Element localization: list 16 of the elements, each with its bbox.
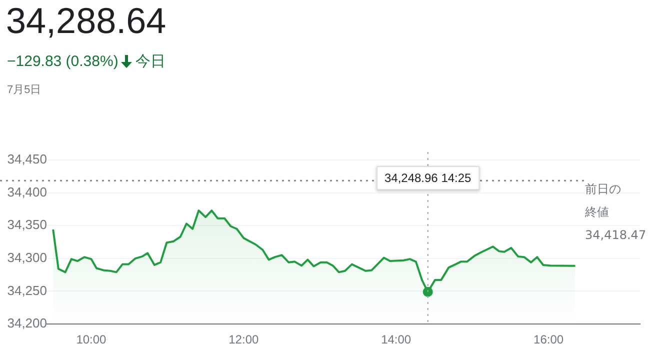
y-tick-label: 34,250 [7, 282, 47, 298]
text: 今日 [135, 52, 166, 71]
ref-line-label: 前日の終値 34,418.47 [585, 180, 646, 244]
x-tick-label: 16:00 [534, 332, 564, 347]
y-tick-label: 34,400 [7, 184, 47, 200]
y-tick-label: 34,300 [7, 250, 47, 265]
annotation: 34,248.96 14:25 [376, 166, 480, 190]
y-tick-label: 34,450 [7, 152, 47, 167]
y-tick-label: 34,350 [7, 217, 47, 232]
x-tick-label: 12:00 [228, 332, 259, 347]
x-tick-label: 14:00 [381, 332, 412, 347]
y-tick-label: 34,200 [7, 316, 47, 331]
chart-title: 34,288.64 [6, 0, 166, 42]
text: 7月5日 [7, 83, 42, 97]
x-tick-label: 10:00 [76, 332, 107, 347]
chart-subtitle: −129.83 (0.38%) [7, 53, 118, 70]
